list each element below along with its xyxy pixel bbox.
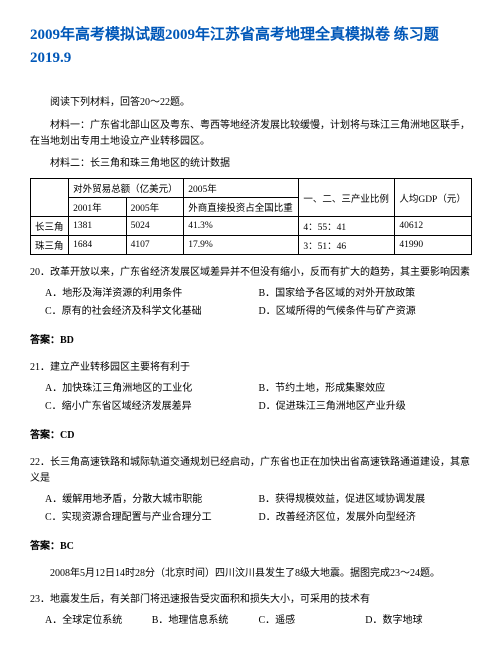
q21-opt-c: C．缩小广东省区域经济发展差异: [45, 398, 259, 416]
q22-answer: 答案：BC: [30, 537, 472, 552]
q23-opt-d: D．数字地球: [365, 612, 472, 630]
q20-answer: 答案：BD: [30, 331, 472, 346]
table-cell: 2001年: [69, 198, 127, 217]
q22-opt-d: D．改善经济区位，发展外向型经济: [259, 509, 473, 527]
table-cell: 1381: [69, 217, 127, 236]
table-cell: 41.3%: [184, 217, 299, 236]
table-cell: 4：55：41: [299, 217, 395, 236]
table-cell: 长三角: [31, 217, 69, 236]
stats-table: 对外贸易总额（亿美元） 2005年 一、二、三产业比例 人均GDP（元） 200…: [30, 178, 472, 255]
q21-opt-a: A．加快珠江三角洲地区的工业化: [45, 380, 259, 398]
material-1: 材料一：广东省北部山区及粤东、粤西等地经济发展比较缓慢，计划将与珠江三角洲地区联…: [30, 118, 472, 150]
table-cell: 2005年: [126, 198, 184, 217]
table-cell: 5024: [126, 217, 184, 236]
table-cell: [31, 179, 69, 217]
table-cell: 珠三角: [31, 236, 69, 255]
table-cell: 41990: [395, 236, 472, 255]
q23-opt-b: B．地理信息系统: [152, 612, 259, 630]
q20-stem: 20．改革开放以来，广东省经济发展区域差异并不但没有缩小，反而有扩大的趋势，其主…: [30, 265, 472, 281]
context-23: 2008年5月12日14时28分（北京时间）四川汶川县发生了8级大地震。据图完成…: [30, 566, 472, 582]
q21-opt-d: D．促进珠江三角洲地区产业升级: [259, 398, 473, 416]
q23-stem: 23．地震发生后，有关部门将迅速报告受灾面积和损失大小，可采用的技术有: [30, 592, 472, 608]
q20-opt-d: D．区域所得的气候条件与矿产资源: [259, 303, 473, 321]
table-cell: 40612: [395, 217, 472, 236]
q22-opt-b: B．获得规模效益，促进区域协调发展: [259, 491, 473, 509]
material-2: 材料二：长三角和珠三角地区的统计数据: [30, 156, 472, 172]
table-cell: 4107: [126, 236, 184, 255]
table-cell: 1684: [69, 236, 127, 255]
q20-opt-c: C．原有的社会经济及科学文化基础: [45, 303, 259, 321]
table-cell: 对外贸易总额（亿美元）: [69, 179, 184, 198]
page-title: 2009年高考模拟试题2009年江苏省高考地理全真模拟卷 练习题 2019.9: [30, 24, 472, 69]
q21-stem: 21．建立产业转移园区主要将有利于: [30, 360, 472, 376]
q23-opt-a: A．全球定位系统: [45, 612, 152, 630]
table-cell: 17.9%: [184, 236, 299, 255]
q20-opt-a: A．地形及海洋资源的利用条件: [45, 285, 259, 303]
table-cell: 一、二、三产业比例: [299, 179, 395, 217]
q22-opt-a: A．缓解用地矛盾，分散大城市职能: [45, 491, 259, 509]
q21-answer: 答案：CD: [30, 426, 472, 441]
table-cell: 3：51：46: [299, 236, 395, 255]
q22-opt-c: C．实现资源合理配置与产业合理分工: [45, 509, 259, 527]
q22-stem: 22．长三角高速铁路和城际轨道交通规划已经启动，广东省也正在加快出省高速铁路通道…: [30, 455, 472, 487]
intro-text: 阅读下列材料，回答20～22题。: [30, 93, 472, 108]
q23-opt-c: C．遥感: [259, 612, 366, 630]
q21-opt-b: B．节约土地，形成集聚效应: [259, 380, 473, 398]
table-cell: 外商直接投资占全国比重: [184, 198, 299, 217]
table-cell: 人均GDP（元）: [395, 179, 472, 217]
q20-opt-b: B．国家给予各区域的对外开放政策: [259, 285, 473, 303]
table-cell: 2005年: [184, 179, 299, 198]
